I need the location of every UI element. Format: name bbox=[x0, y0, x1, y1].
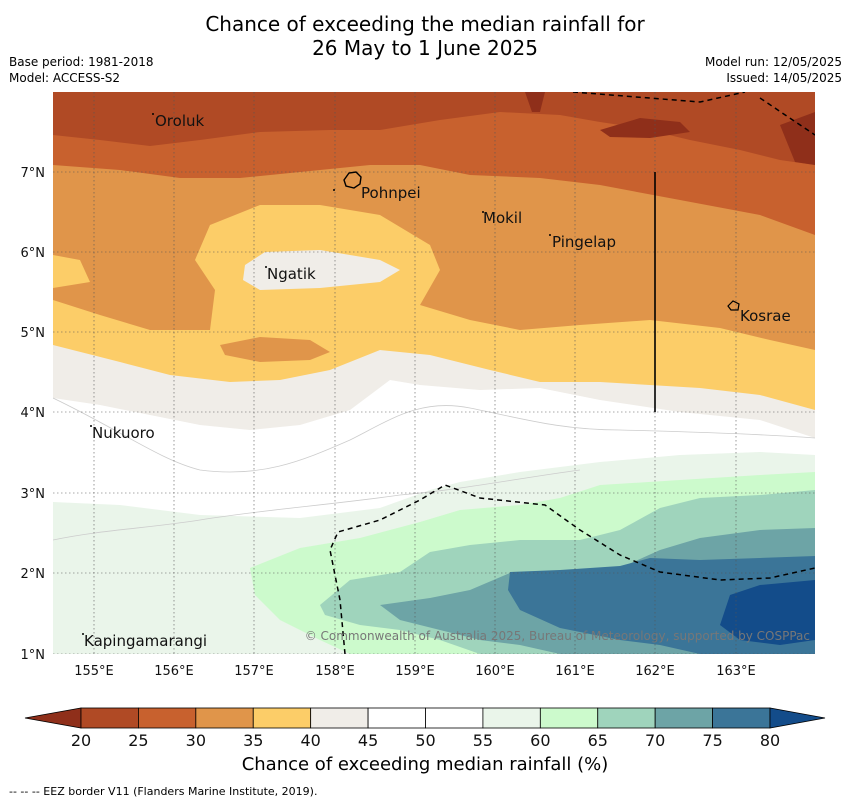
colorbar-segment bbox=[310, 707, 369, 729]
lon-label: 161°E bbox=[555, 664, 595, 679]
colorbar-label: 55 bbox=[473, 731, 493, 750]
map-title: Chance of exceeding the median rainfall … bbox=[0, 12, 850, 60]
place-label-nukuoro: Nukuoro bbox=[92, 424, 155, 442]
colorbar-segment bbox=[252, 707, 312, 729]
colorbar-segment bbox=[367, 707, 426, 729]
contour-line-b bbox=[53, 469, 581, 541]
lat-label: 4°N bbox=[21, 406, 46, 421]
colorbar-label: 30 bbox=[186, 731, 206, 750]
colorbar-label: 25 bbox=[128, 731, 148, 750]
colorbar-label: 35 bbox=[243, 731, 263, 750]
band-80-plus bbox=[720, 580, 815, 645]
atoll-markers bbox=[82, 113, 551, 635]
title-line-2: 26 May to 1 June 2025 bbox=[312, 36, 538, 60]
model-run: Model run: 12/05/2025 bbox=[704, 55, 842, 69]
colorbar-label: 65 bbox=[588, 731, 608, 750]
band-25-30 bbox=[53, 92, 815, 165]
eez-border bbox=[329, 92, 815, 654]
colorbar-label: 60 bbox=[530, 731, 550, 750]
lon-label: 162°E bbox=[635, 664, 675, 679]
latitude-labels: 7°N 6°N 5°N 4°N 3°N 2°N 1°N bbox=[21, 166, 46, 663]
colorbar: 20 25 30 35 40 45 50 55 60 65 70 75 80 bbox=[24, 707, 826, 750]
title-line-1: Chance of exceeding the median rainfall … bbox=[205, 12, 645, 36]
band-45-50-patch bbox=[243, 250, 400, 290]
colorbar-label: 70 bbox=[645, 731, 665, 750]
colorbar-segment bbox=[138, 707, 197, 729]
lon-label: 156°E bbox=[154, 664, 194, 679]
place-label-ngatik: Ngatik bbox=[267, 265, 316, 283]
lat-label: 1°N bbox=[21, 648, 46, 663]
lon-label: 163°E bbox=[716, 664, 756, 679]
colorbar-segment bbox=[539, 707, 599, 729]
colorbar-segment bbox=[482, 707, 541, 729]
place-label-kosrae: Kosrae bbox=[740, 307, 791, 325]
colorbar-label: 40 bbox=[300, 731, 320, 750]
place-label-pohnpei: Pohnpei bbox=[361, 184, 421, 202]
contour-line-a bbox=[53, 397, 815, 473]
band-35-40-patch bbox=[220, 337, 330, 362]
place-label-mokil: Mokil bbox=[483, 209, 522, 227]
lat-label: 2°N bbox=[21, 567, 46, 582]
lon-label: 157°E bbox=[234, 664, 274, 679]
kosrae-island-icon bbox=[727, 300, 740, 311]
meta-left: Base period: 1981-2018 Model: ACCESS-S2 bbox=[9, 54, 154, 86]
band-20-25-c bbox=[525, 92, 545, 112]
meta-right: Model run: 12/05/2025 Issued: 14/05/2025 bbox=[705, 54, 842, 86]
colorbar-segment bbox=[195, 707, 254, 729]
colorbar-segment bbox=[712, 707, 771, 729]
colorbar-label: 75 bbox=[702, 731, 722, 750]
lon-label: 155°E bbox=[74, 664, 114, 679]
colorbar-label: 50 bbox=[415, 731, 435, 750]
probability-field bbox=[53, 92, 815, 654]
lon-label: 159°E bbox=[395, 664, 435, 679]
lon-label: 160°E bbox=[475, 664, 515, 679]
band-20-25-b bbox=[780, 112, 815, 165]
lat-label: 6°N bbox=[21, 246, 46, 261]
colorbar-label: 80 bbox=[760, 731, 780, 750]
colorbar-label: 45 bbox=[358, 731, 378, 750]
copyright-notice: © Commonwealth of Australia 2025, Bureau… bbox=[305, 629, 810, 643]
lat-label: 7°N bbox=[21, 166, 46, 181]
colorbar-segment bbox=[597, 707, 656, 729]
place-label-kapingamarangi: Kapingamarangi bbox=[84, 632, 207, 650]
colorbar-extension-high bbox=[769, 707, 826, 729]
colorbar-extension-low bbox=[24, 707, 82, 729]
band-20-25-a bbox=[600, 118, 690, 138]
colorbar-segment bbox=[654, 707, 713, 729]
lat-label: 3°N bbox=[21, 487, 46, 502]
base-period: Base period: 1981-2018 bbox=[9, 55, 154, 69]
colorbar-title: Chance of exceeding median rainfall (%) bbox=[241, 754, 609, 775]
footer-note: -- -- -- EEZ border V11 (Flanders Marine… bbox=[9, 785, 318, 798]
colorbar-segment bbox=[80, 707, 139, 729]
pohnpei-island-icon bbox=[343, 171, 362, 189]
lat-label: 5°N bbox=[21, 326, 46, 341]
colorbar-label: 20 bbox=[71, 731, 91, 750]
model-name: Model: ACCESS-S2 bbox=[9, 71, 121, 85]
colorbar-segment bbox=[425, 707, 484, 729]
longitude-labels: 155°E 156°E 157°E 158°E 159°E 160°E 161°… bbox=[74, 664, 756, 679]
place-label-oroluk: Oroluk bbox=[155, 112, 204, 130]
lon-label: 158°E bbox=[315, 664, 355, 679]
place-label-pingelap: Pingelap bbox=[552, 233, 616, 251]
issued-date: Issued: 14/05/2025 bbox=[726, 71, 842, 85]
